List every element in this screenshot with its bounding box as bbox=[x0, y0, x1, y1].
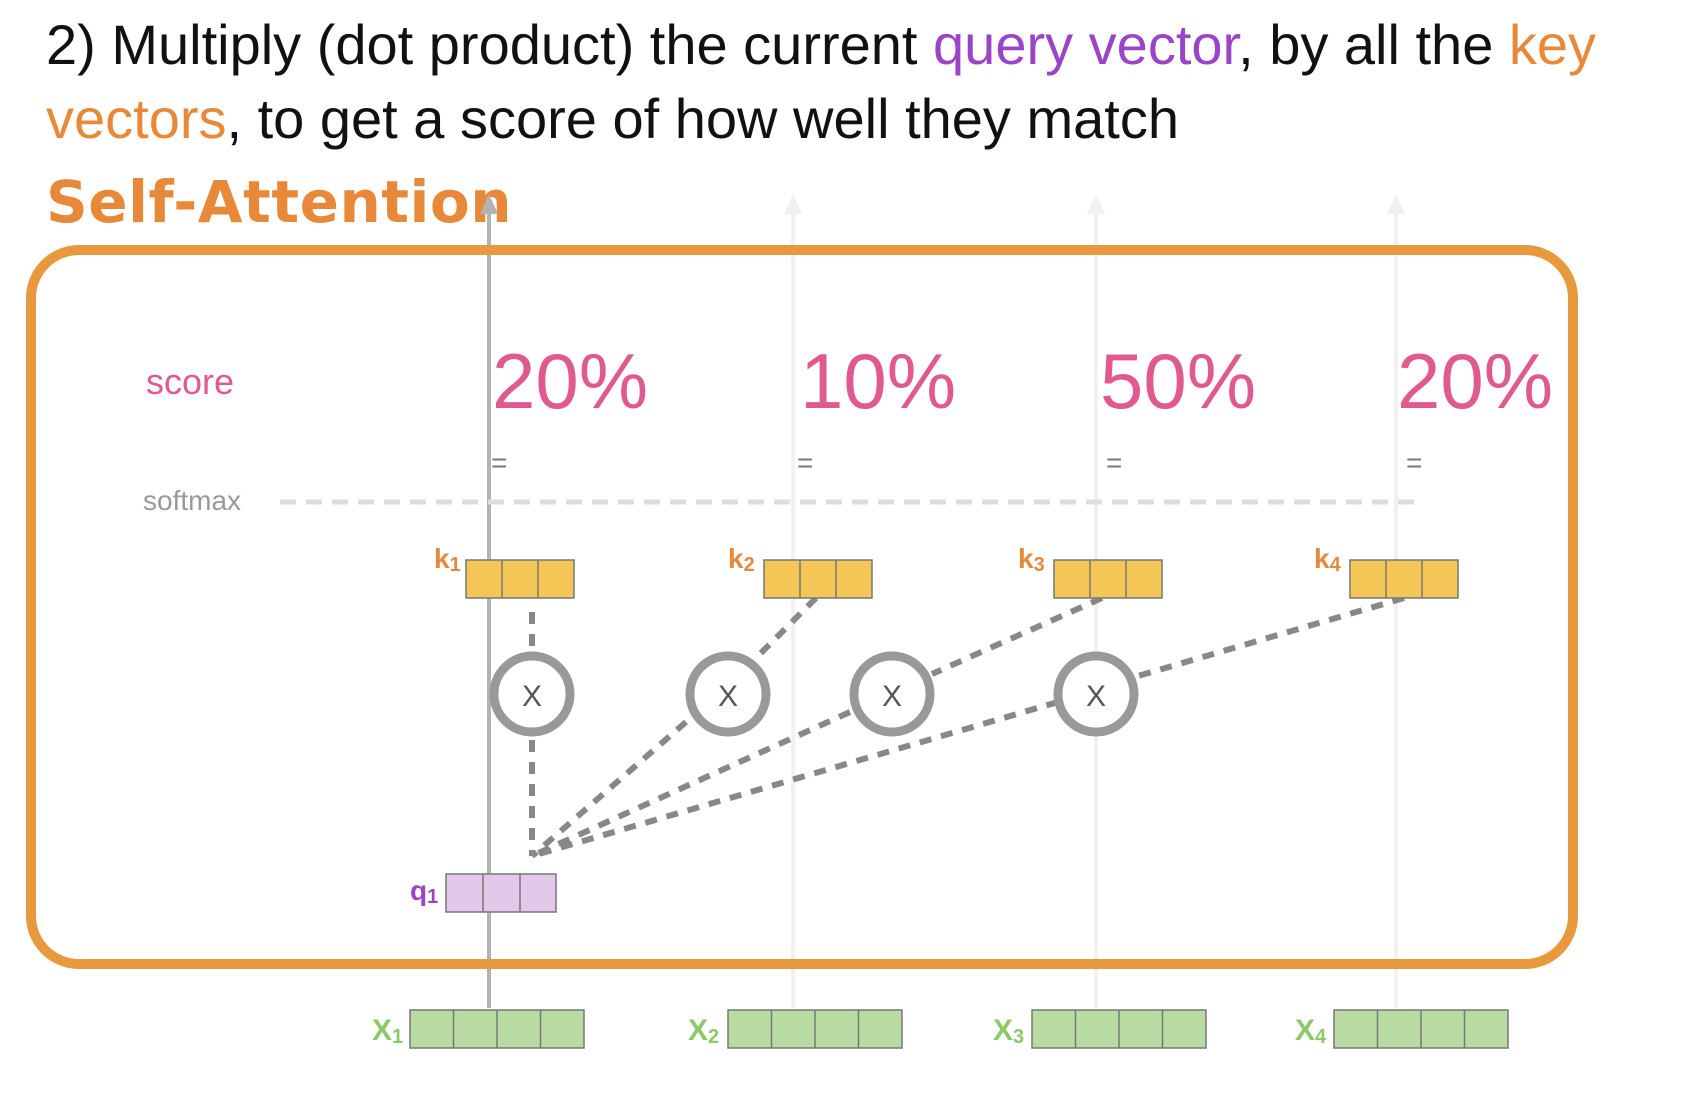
input-label-4-subscript: 4 bbox=[1315, 1026, 1327, 1048]
heading-key-phrase-2: vectors bbox=[46, 87, 227, 150]
key-label-2-subscript: 2 bbox=[744, 554, 755, 576]
flow-arrow-1 bbox=[480, 194, 498, 214]
heading-middle: , by all the bbox=[1238, 13, 1509, 76]
connector-k3-mult bbox=[930, 595, 1104, 677]
input-label-2-subscript: 2 bbox=[708, 1026, 719, 1048]
multiply-node-1: X bbox=[489, 651, 575, 737]
multiply-node-2: X bbox=[685, 651, 771, 737]
key-vector-2 bbox=[763, 559, 873, 599]
heading-suffix: , to get a score of how well they match bbox=[226, 87, 1179, 150]
input-label-1-subscript: 1 bbox=[392, 1026, 403, 1048]
score-label: score bbox=[146, 361, 234, 402]
key-label-3: k3 bbox=[1018, 543, 1045, 576]
heading: 2) Multiply (dot product) the current qu… bbox=[46, 8, 1686, 156]
connector-mult4-q1 bbox=[531, 699, 1059, 859]
query-vector-1 bbox=[445, 873, 557, 913]
self-attention-box bbox=[26, 245, 1578, 969]
connector-mult3-q1 bbox=[530, 709, 852, 859]
score-value-3: 50% bbox=[1100, 337, 1256, 425]
multiply-symbol-4: X bbox=[1086, 680, 1106, 713]
input-label-3: X3 bbox=[993, 1014, 1024, 1048]
query-label-1: q1 bbox=[410, 875, 438, 908]
input-label-3-letter: X bbox=[993, 1014, 1013, 1047]
key-label-1-letter: k bbox=[434, 543, 450, 574]
input-label-1: X1 bbox=[372, 1014, 403, 1048]
key-label-4-subscript: 4 bbox=[1330, 554, 1342, 576]
key-label-2: k2 bbox=[728, 543, 755, 576]
input-label-4-letter: X bbox=[1295, 1014, 1315, 1047]
score-value-1: 20% bbox=[492, 337, 648, 425]
heading-query-phrase: query vector bbox=[933, 13, 1239, 76]
input-vector-2 bbox=[727, 1009, 903, 1049]
key-vector-4 bbox=[1349, 559, 1459, 599]
connector-k4-mult bbox=[1137, 595, 1405, 679]
key-label-3-subscript: 3 bbox=[1034, 554, 1045, 576]
score-value-4: 20% bbox=[1397, 337, 1553, 425]
key-label-2-letter: k bbox=[728, 543, 744, 574]
key-label-4-letter: k bbox=[1314, 543, 1330, 574]
key-label-1-subscript: 1 bbox=[450, 554, 461, 576]
key-vector-3 bbox=[1053, 559, 1163, 599]
input-label-2: X2 bbox=[688, 1014, 719, 1048]
input-vector-4 bbox=[1333, 1009, 1509, 1049]
section-title: Self-Attention bbox=[46, 168, 512, 236]
score-value-2: 10% bbox=[800, 337, 956, 425]
multiply-symbol-1: X bbox=[522, 680, 542, 713]
multiply-symbol-3: X bbox=[882, 680, 902, 713]
key-label-3-letter: k bbox=[1018, 543, 1034, 574]
connector-k2-mult bbox=[755, 595, 819, 659]
equals-sign-1: = bbox=[491, 447, 507, 478]
softmax-label: softmax bbox=[143, 485, 241, 516]
heading-prefix: 2) Multiply (dot product) the current bbox=[46, 13, 934, 76]
key-label-1: k1 bbox=[434, 543, 461, 576]
input-vector-1 bbox=[409, 1009, 585, 1049]
equals-sign-4: = bbox=[1406, 447, 1422, 478]
equals-sign-2: = bbox=[797, 447, 813, 478]
input-label-4: X4 bbox=[1295, 1014, 1327, 1048]
query-label-letter: q bbox=[410, 875, 427, 906]
flow-arrow-4 bbox=[1387, 194, 1405, 214]
key-vector-1 bbox=[465, 559, 575, 599]
key-label-4: k4 bbox=[1314, 543, 1342, 576]
multiply-symbol-2: X bbox=[718, 680, 738, 713]
query-label-subscript: 1 bbox=[427, 886, 438, 908]
multiply-node-4: X bbox=[1053, 651, 1139, 737]
heading-key-phrase-1: key bbox=[1508, 13, 1597, 76]
input-label-2-letter: X bbox=[688, 1014, 708, 1047]
multiply-node-3: X bbox=[849, 651, 935, 737]
input-vector-3 bbox=[1031, 1009, 1207, 1049]
input-label-3-subscript: 3 bbox=[1013, 1026, 1024, 1048]
input-label-1-letter: X bbox=[372, 1014, 392, 1047]
flow-arrow-3 bbox=[1087, 194, 1105, 214]
equals-sign-3: = bbox=[1106, 447, 1122, 478]
flow-arrow-2 bbox=[784, 194, 802, 214]
